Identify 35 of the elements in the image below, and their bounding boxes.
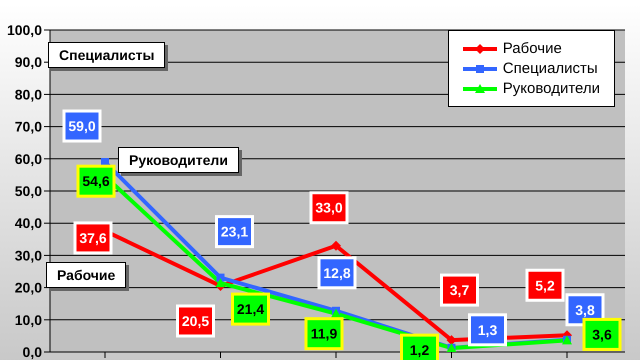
data-label: 59,0 [68,118,96,134]
data-label: 3,7 [450,282,470,298]
y-tick-label: 30,0 [14,247,42,264]
y-tick-label: 50,0 [14,182,42,199]
data-label: 54,6 [82,173,110,190]
legend-label: Специалисты [502,60,598,77]
data-label: 3,6 [592,326,612,342]
legend-label: Рабочие [502,40,562,57]
data-label: 20,5 [182,312,210,329]
data-label: 1,2 [410,342,430,358]
point [446,335,456,346]
y-tick-label: 20,0 [14,280,42,296]
annotation: Руководители [118,147,239,173]
point [331,240,341,251]
annotation: Специалисты [48,42,166,68]
y-tick-label: 100,0 [6,22,42,38]
y-tick-label: 40,0 [14,215,42,232]
data-label: 37,6 [79,230,107,246]
data-label: 3,8 [575,302,595,318]
data-label: 5,2 [535,277,555,294]
data-label: 12,8 [323,264,351,281]
y-tick-label: 10,0 [14,312,42,328]
data-label: 23,1 [220,224,248,240]
data-label: 1,3 [478,322,498,338]
annotation: Рабочие [46,262,126,288]
y-tick-label: 90,0 [14,54,42,70]
data-label: 21,4 [236,301,264,318]
y-tick-label: 80,0 [14,86,42,102]
y-tick-label: 70,0 [14,118,42,135]
data-label: 11,9 [310,326,338,342]
point [216,278,226,288]
y-tick-label: 0,0 [22,344,42,360]
data-label: 33,0 [315,200,343,216]
y-tick-label: 60,0 [14,150,42,167]
legend-label: Руководители [502,80,600,97]
